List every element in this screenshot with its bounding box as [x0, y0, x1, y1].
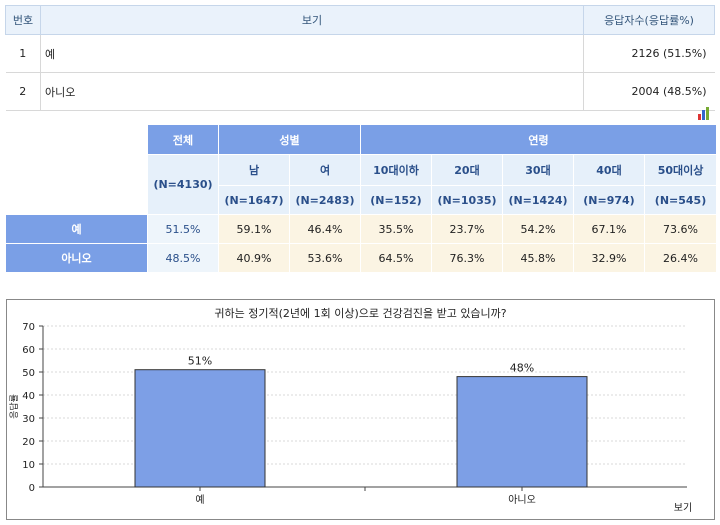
y-tick-label: 0 — [29, 483, 35, 494]
x-axis-label: 보기 — [674, 502, 692, 514]
y-tick-label: 30 — [22, 414, 35, 425]
y-axis-label: 응답률 — [8, 394, 20, 419]
cell-value: 26.4% — [643, 243, 718, 273]
group-gender: 성별 — [218, 124, 361, 155]
chart-panel: 귀하는 정기적(2년에 1회 이상)으로 건강검진을 받고 있습니까? 0 10 2… — [6, 299, 715, 520]
bar — [134, 369, 266, 488]
table-row: 2 아니오 2004 (48.5%) — [5, 72, 715, 111]
x-tick-label: 예 — [195, 494, 204, 506]
data-label: 51% — [188, 355, 212, 368]
column-label: 여 — [289, 154, 361, 186]
row-label: 예 — [5, 214, 148, 244]
column-n: (N=545) — [643, 185, 718, 215]
cell-value: 67.1% — [573, 214, 645, 244]
column-label: 30대 — [502, 154, 574, 186]
bar — [456, 376, 588, 488]
cell-value: 54.2% — [502, 214, 574, 244]
y-tick-label: 40 — [22, 391, 35, 402]
cell-value: 48.5% — [147, 243, 219, 273]
row-label: 아니오 — [5, 243, 148, 273]
y-tick-label: 60 — [22, 345, 35, 356]
y-tick-label: 20 — [22, 437, 35, 448]
cell-value: 40.9% — [218, 243, 290, 273]
total-n: (N=4130) — [147, 154, 219, 215]
summary-header-row: 번호 보기 응답자수(응답률%) — [5, 5, 715, 35]
column-n: (N=1647) — [218, 185, 290, 215]
header-count: 응답자수(응답률%) — [583, 5, 715, 35]
cell-value: 35.5% — [360, 214, 432, 244]
y-tick-label: 70 — [22, 322, 35, 333]
chart-title: 귀하는 정기적(2년에 1회 이상)으로 건강검진을 받고 있습니까? — [214, 307, 507, 320]
group-age: 연령 — [359, 124, 718, 155]
column-label: 50대이상 — [643, 154, 718, 186]
header-option: 보기 — [40, 5, 584, 35]
crosstab-group-row: 전체 성별 연령 — [5, 124, 718, 215]
crosstab-n-row: (N=1647) (N=2483) (N=152) (N=1035) (N=14… — [6, 185, 718, 215]
row-number: 1 — [5, 34, 41, 73]
cell-value: 73.6% — [643, 214, 718, 244]
cell-value: 45.8% — [502, 243, 574, 273]
cell-value: 23.7% — [431, 214, 503, 244]
cell-value: 46.4% — [289, 214, 361, 244]
column-label: 10대이하 — [360, 154, 432, 186]
column-n: (N=1035) — [431, 185, 503, 215]
cell-value: 53.6% — [289, 243, 361, 273]
data-label: 48% — [510, 362, 534, 375]
row-option: 아니오 — [40, 72, 584, 111]
cell-value: 59.1% — [218, 214, 290, 244]
x-tick-label: 아니오 — [508, 494, 536, 506]
cell-value: 64.5% — [360, 243, 432, 273]
column-n: (N=2483) — [289, 185, 361, 215]
y-tick-label: 50 — [22, 368, 35, 379]
column-label: 20대 — [431, 154, 503, 186]
row-number: 2 — [5, 72, 41, 111]
cell-value: 76.3% — [431, 243, 503, 273]
crosstab-table: 전체 성별 연령 (N=4130) 남 여 10대이하 20대 30대 40대 … — [5, 124, 718, 273]
cell-value: 51.5% — [147, 214, 219, 244]
row-option: 예 — [40, 34, 584, 73]
crosstab-label-row: (N=4130) 남 여 10대이하 20대 30대 40대 50대이상 — [6, 154, 718, 215]
column-n: (N=152) — [360, 185, 432, 215]
column-label: 남 — [218, 154, 290, 186]
header-number: 번호 — [5, 5, 41, 35]
summary-table: 번호 보기 응답자수(응답률%) 1 예 2126 (51.5%) 2 아니오 … — [5, 5, 715, 111]
cell-value: 32.9% — [573, 243, 645, 273]
column-n: (N=1424) — [502, 185, 574, 215]
group-total: 전체 — [147, 124, 219, 155]
y-tick-label: 10 — [22, 460, 35, 471]
bar-chart-icon[interactable] — [697, 107, 711, 120]
column-n: (N=974) — [573, 185, 645, 215]
column-label: 40대 — [573, 154, 645, 186]
table-row: 1 예 2126 (51.5%) — [5, 34, 715, 73]
row-count: 2004 (48.5%) — [583, 72, 715, 111]
row-count: 2126 (51.5%) — [583, 34, 715, 73]
table-row: 예 51.5% 59.1% 46.4% 35.5% 23.7% 54.2% 67… — [5, 214, 718, 244]
table-row: 아니오 48.5% 40.9% 53.6% 64.5% 76.3% 45.8% … — [5, 243, 718, 273]
